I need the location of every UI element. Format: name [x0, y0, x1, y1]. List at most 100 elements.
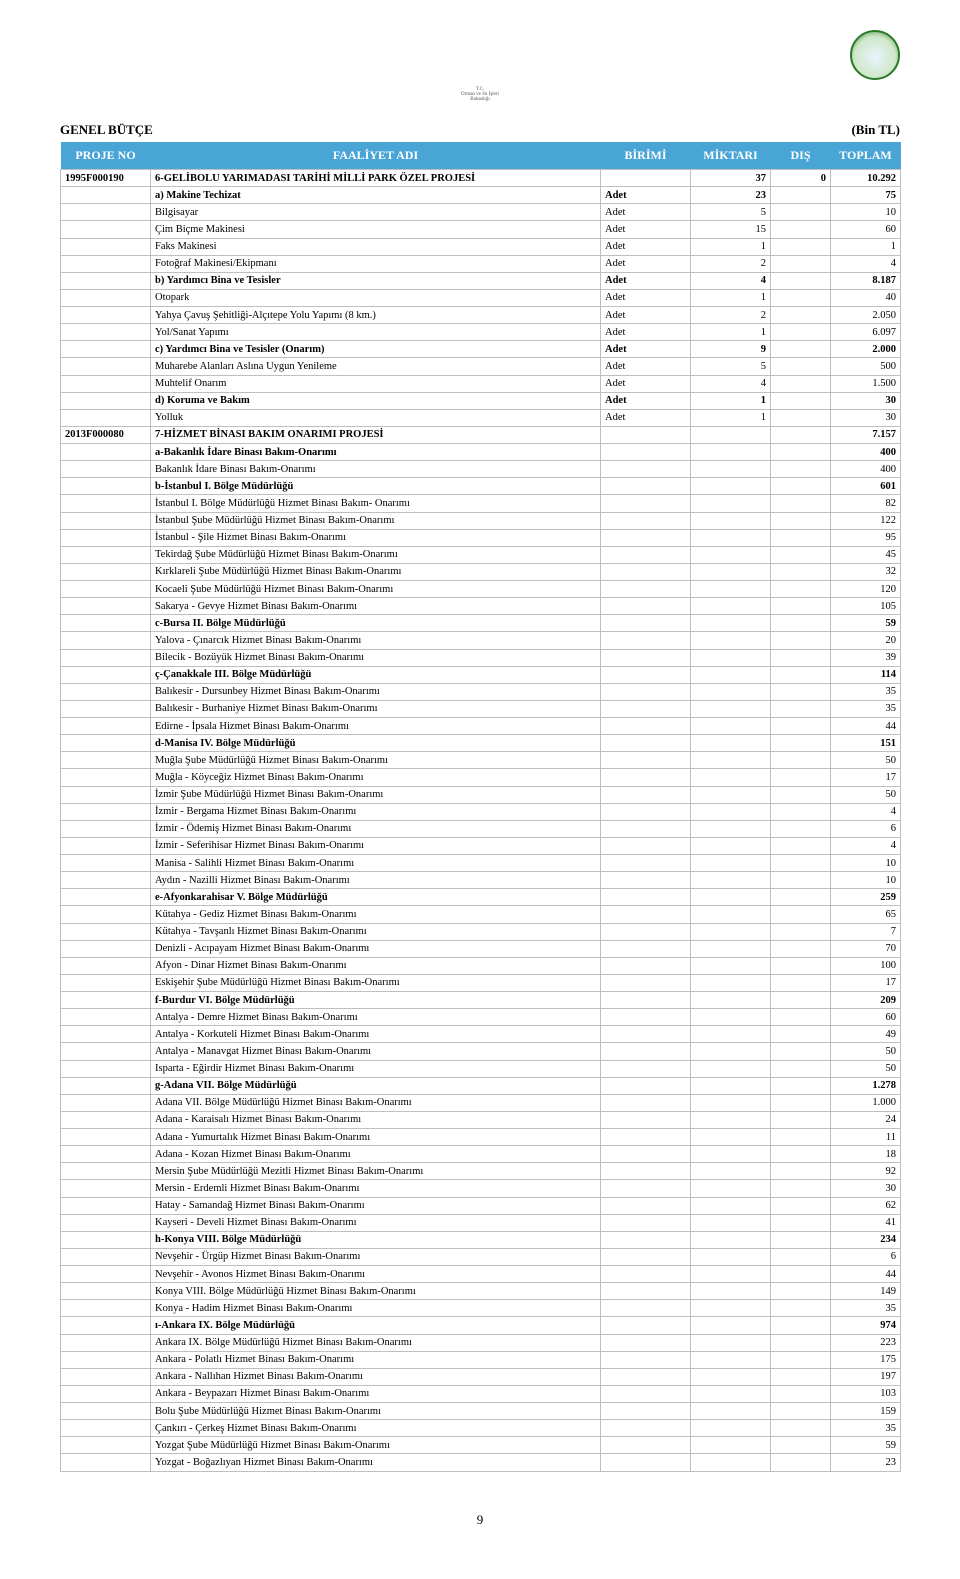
cell-birimi: [601, 752, 691, 769]
cell-miktari: [691, 992, 771, 1009]
table-row: Ankara - Nallıhan Hizmet Binası Bakım-On…: [61, 1368, 901, 1385]
cell-proje-no: [61, 1026, 151, 1043]
cell-faaliyet: Antalya - Demre Hizmet Binası Bakım-Onar…: [151, 1009, 601, 1026]
cell-toplam: 259: [831, 889, 901, 906]
page-number: 9: [60, 1512, 900, 1528]
cell-miktari: [691, 1026, 771, 1043]
cell-toplam: 6.097: [831, 324, 901, 341]
cell-dis: [771, 1129, 831, 1146]
table-row: Muhtelif OnarımAdet41.500: [61, 375, 901, 392]
cell-toplam: 65: [831, 906, 901, 923]
cell-dis: [771, 632, 831, 649]
cell-proje-no: [61, 1300, 151, 1317]
cell-dis: [771, 324, 831, 341]
table-row: Manisa - Salihli Hizmet Binası Bakım-Ona…: [61, 855, 901, 872]
table-row: f-Burdur VI. Bölge Müdürlüğü209: [61, 992, 901, 1009]
cell-birimi: [601, 1146, 691, 1163]
cell-faaliyet: Bolu Şube Müdürlüğü Hizmet Binası Bakım-…: [151, 1403, 601, 1420]
table-row: d-Manisa IV. Bölge Müdürlüğü151: [61, 735, 901, 752]
cell-toplam: 122: [831, 512, 901, 529]
cell-miktari: [691, 615, 771, 632]
cell-dis: [771, 1026, 831, 1043]
cell-proje-no: [61, 1368, 151, 1385]
cell-toplam: 105: [831, 598, 901, 615]
cell-faaliyet: Balıkesir - Dursunbey Hizmet Binası Bakı…: [151, 683, 601, 700]
cell-proje-no: [61, 461, 151, 478]
cell-proje-no: [61, 906, 151, 923]
cell-faaliyet: h-Konya VIII. Bölge Müdürlüğü: [151, 1231, 601, 1248]
cell-toplam: 974: [831, 1317, 901, 1334]
cell-miktari: [691, 786, 771, 803]
col-faaliyet: FAALİYET ADI: [151, 142, 601, 170]
col-proje-no: PROJE NO: [61, 142, 151, 170]
cell-dis: [771, 1163, 831, 1180]
cell-faaliyet: Otopark: [151, 289, 601, 306]
table-row: d) Koruma ve BakımAdet130: [61, 392, 901, 409]
table-row: Antalya - Korkuteli Hizmet Binası Bakım-…: [61, 1026, 901, 1043]
cell-faaliyet: c-Bursa II. Bölge Müdürlüğü: [151, 615, 601, 632]
cell-birimi: [601, 872, 691, 889]
cell-toplam: 114: [831, 666, 901, 683]
cell-birimi: [601, 632, 691, 649]
table-row: Afyon - Dinar Hizmet Binası Bakım-Onarım…: [61, 957, 901, 974]
table-row: a) Makine TechizatAdet2375: [61, 187, 901, 204]
cell-toplam: 39: [831, 649, 901, 666]
cell-toplam: 4: [831, 255, 901, 272]
table-row: Konya - Hadim Hizmet Binası Bakım-Onarım…: [61, 1300, 901, 1317]
cell-proje-no: [61, 546, 151, 563]
cell-birimi: [601, 1437, 691, 1454]
cell-toplam: 8.187: [831, 272, 901, 289]
cell-toplam: 18: [831, 1146, 901, 1163]
table-row: ç-Çanakkale III. Bölge Müdürlüğü 114: [61, 666, 901, 683]
cell-proje-no: [61, 718, 151, 735]
cell-dis: [771, 872, 831, 889]
cell-proje-no: [61, 940, 151, 957]
table-row: e-Afyonkarahisar V. Bölge Müdürlüğü259: [61, 889, 901, 906]
cell-birimi: [601, 1403, 691, 1420]
cell-dis: [771, 1248, 831, 1265]
cell-birimi: [601, 563, 691, 580]
cell-dis: [771, 1368, 831, 1385]
cell-toplam: 6: [831, 1248, 901, 1265]
unit-label: (Bin TL): [851, 122, 900, 138]
table-row: g-Adana VII. Bölge Müdürlüğü1.278: [61, 1077, 901, 1094]
cell-faaliyet: İzmir - Bergama Hizmet Binası Bakım-Onar…: [151, 803, 601, 820]
cell-dis: [771, 1266, 831, 1283]
cell-miktari: [691, 649, 771, 666]
cell-miktari: 1: [691, 238, 771, 255]
cell-toplam: 149: [831, 1283, 901, 1300]
cell-proje-no: [61, 769, 151, 786]
cell-dis: [771, 940, 831, 957]
cell-toplam: 59: [831, 1437, 901, 1454]
cell-faaliyet: ç-Çanakkale III. Bölge Müdürlüğü: [151, 666, 601, 683]
cell-proje-no: [61, 820, 151, 837]
table-row: İzmir Şube Müdürlüğü Hizmet Binası Bakım…: [61, 786, 901, 803]
cell-proje-no: [61, 581, 151, 598]
cell-faaliyet: İstanbul - Şile Hizmet Binası Bakım-Onar…: [151, 529, 601, 546]
cell-birimi: Adet: [601, 204, 691, 221]
cell-dis: [771, 238, 831, 255]
budget-table: PROJE NO FAALİYET ADI BİRİMİ MİKTARI DIŞ…: [60, 142, 901, 1472]
cell-proje-no: [61, 358, 151, 375]
cell-miktari: [691, 1094, 771, 1111]
table-row: BilgisayarAdet510: [61, 204, 901, 221]
cell-proje-no: [61, 307, 151, 324]
cell-proje-no: [61, 1266, 151, 1283]
cell-proje-no: [61, 855, 151, 872]
cell-birimi: [601, 1077, 691, 1094]
cell-faaliyet: Muhtelif Onarım: [151, 375, 601, 392]
cell-toplam: 35: [831, 700, 901, 717]
cell-proje-no: [61, 187, 151, 204]
cell-dis: [771, 615, 831, 632]
cell-dis: [771, 1094, 831, 1111]
cell-miktari: [691, 426, 771, 443]
cell-toplam: 95: [831, 529, 901, 546]
table-row: Balıkesir - Dursunbey Hizmet Binası Bakı…: [61, 683, 901, 700]
cell-birimi: [601, 1334, 691, 1351]
table-row: h-Konya VIII. Bölge Müdürlüğü234: [61, 1231, 901, 1248]
cell-faaliyet: Mersin - Erdemli Hizmet Binası Bakım-Ona…: [151, 1180, 601, 1197]
cell-proje-no: [61, 495, 151, 512]
table-row: ı-Ankara IX. Bölge Müdürlüğü974: [61, 1317, 901, 1334]
cell-dis: [771, 718, 831, 735]
cell-toplam: 40: [831, 289, 901, 306]
